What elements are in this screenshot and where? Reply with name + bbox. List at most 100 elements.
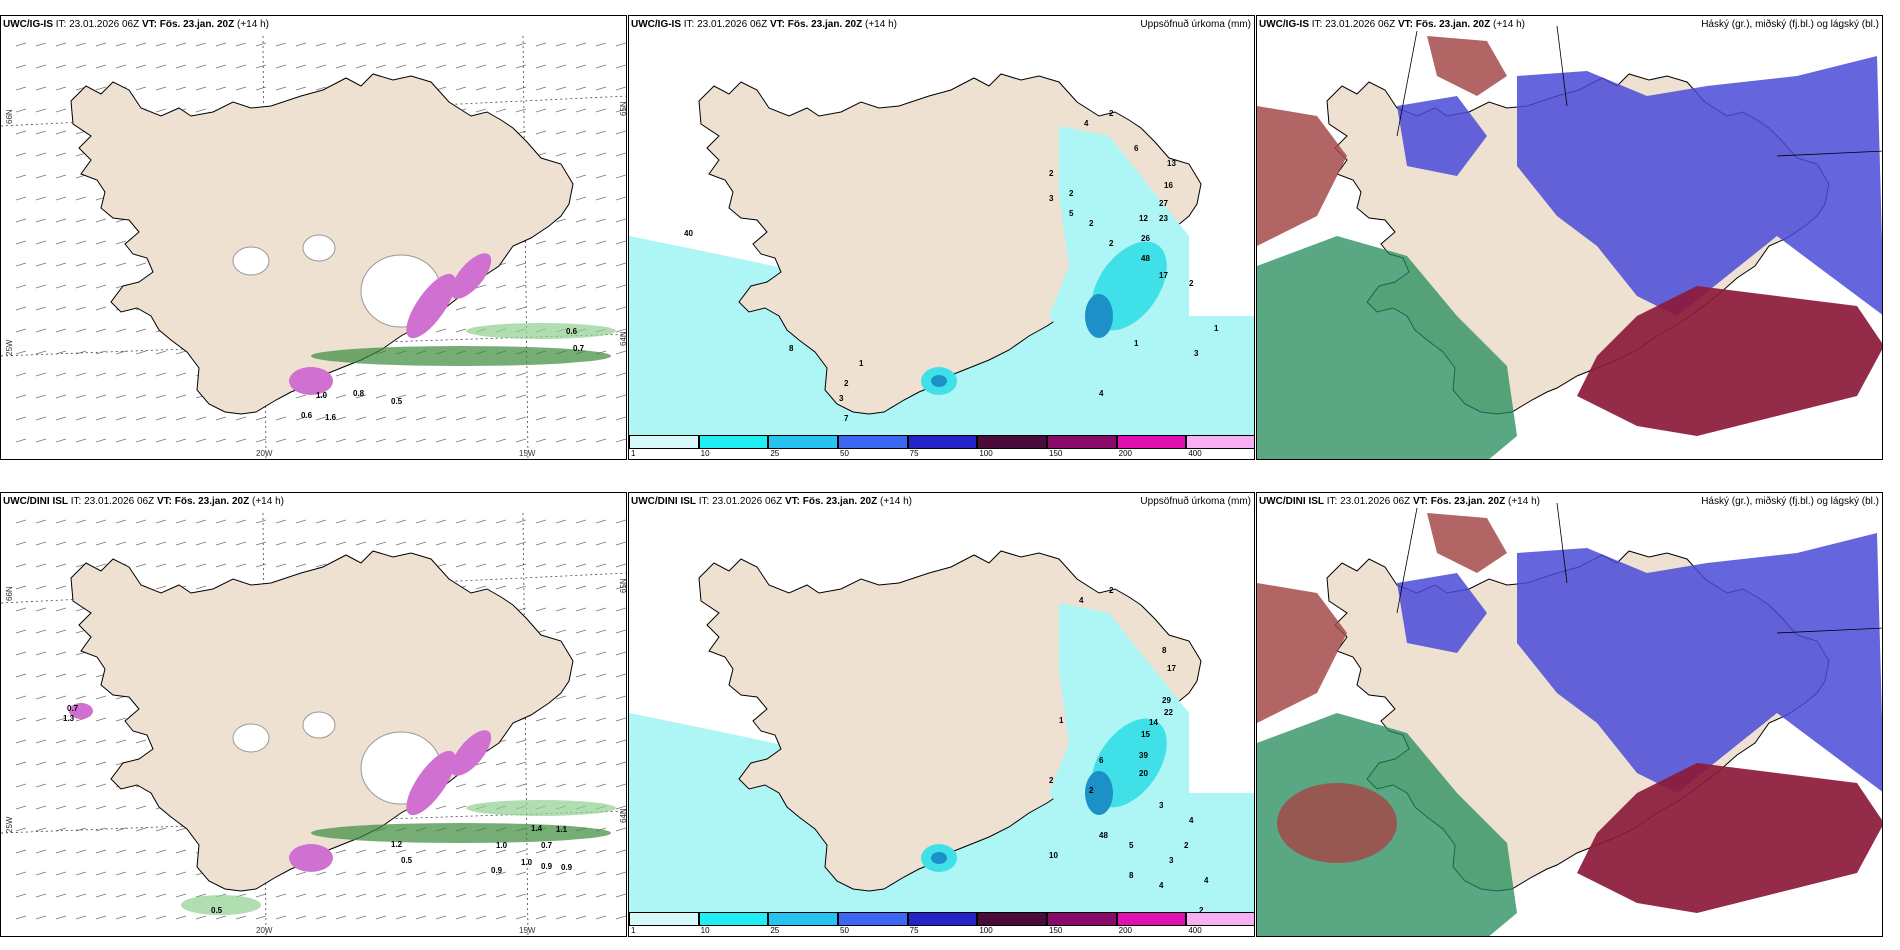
grid-line bbox=[1396, 507, 1418, 614]
precip-value-label: 8 bbox=[1162, 646, 1167, 655]
wind-barb bbox=[535, 306, 547, 311]
wind-barb bbox=[215, 541, 227, 546]
lat-label-65n-right: 65N bbox=[619, 578, 627, 593]
wind-barb bbox=[615, 240, 626, 245]
panel-precip-row1: UWC/IG-IS IT: 23.01.2026 06Z VT: Fös. 23… bbox=[628, 15, 1255, 460]
wind-barb bbox=[155, 827, 167, 832]
wind-barb bbox=[615, 218, 626, 223]
wind-barb bbox=[75, 284, 87, 289]
high-cloud bbox=[1257, 236, 1517, 459]
wind-barb bbox=[315, 893, 327, 898]
rain-amount-label: 1.2 bbox=[391, 840, 403, 849]
colorbar-tick: 75 bbox=[909, 449, 919, 458]
wind-barb bbox=[295, 893, 307, 898]
precip-value-label: 4 bbox=[1204, 876, 1209, 885]
wind-barb bbox=[455, 563, 467, 568]
wind-barb bbox=[15, 827, 27, 832]
wind-barb bbox=[615, 629, 626, 634]
wind-barb bbox=[495, 563, 507, 568]
wind-barb bbox=[615, 695, 626, 700]
wind-barb bbox=[495, 306, 507, 311]
precip-value-label: 2 bbox=[1109, 586, 1114, 595]
wind-barb bbox=[595, 372, 607, 377]
wind-barb bbox=[475, 394, 487, 399]
wind-barb bbox=[415, 438, 427, 443]
wind-barb bbox=[615, 328, 626, 333]
wind-barb bbox=[35, 328, 47, 333]
wind-barb bbox=[35, 805, 47, 810]
wind-barb bbox=[135, 805, 147, 810]
wind-barb bbox=[95, 372, 107, 377]
precip-value-label: 17 bbox=[1159, 271, 1168, 280]
precip-value-label: 8 bbox=[1129, 871, 1134, 880]
wind-barb bbox=[175, 64, 187, 69]
wind-barb bbox=[75, 849, 87, 854]
wind-barb bbox=[15, 871, 27, 876]
wind-barb bbox=[375, 893, 387, 898]
wind-barb bbox=[15, 695, 27, 700]
wind-barb bbox=[355, 42, 367, 47]
wind-barb bbox=[155, 372, 167, 377]
wind-barb bbox=[615, 783, 626, 788]
wind-barb bbox=[115, 350, 127, 355]
rain-amount-label: 0.9 bbox=[541, 862, 553, 871]
wind-barb bbox=[235, 563, 247, 568]
wind-barb bbox=[35, 174, 47, 179]
wind-barb bbox=[15, 240, 27, 245]
wind-barb bbox=[435, 438, 447, 443]
wind-barb bbox=[15, 438, 27, 443]
wind-barb bbox=[255, 541, 267, 546]
wind-barb bbox=[75, 350, 87, 355]
wind-barb bbox=[15, 130, 27, 135]
colorbar-tick: 75 bbox=[909, 926, 919, 935]
wind-barb bbox=[235, 64, 247, 69]
wind-barb bbox=[35, 438, 47, 443]
wind-barb bbox=[355, 849, 367, 854]
mid-cloud bbox=[1277, 783, 1397, 863]
wind-barb bbox=[155, 849, 167, 854]
wind-barb bbox=[255, 915, 267, 920]
wind-barb bbox=[55, 607, 67, 612]
wind-barb bbox=[115, 42, 127, 47]
precip-value-label: 17 bbox=[1167, 664, 1176, 673]
wind-barb bbox=[55, 64, 67, 69]
wind-barb bbox=[535, 394, 547, 399]
wind-barb bbox=[75, 871, 87, 876]
wind-barb bbox=[575, 541, 587, 546]
wind-barb bbox=[595, 174, 607, 179]
wind-barb bbox=[615, 130, 626, 135]
wind-barb bbox=[555, 761, 567, 766]
wind-barb bbox=[595, 563, 607, 568]
wind-barb bbox=[355, 871, 367, 876]
precip-value-label: 14 bbox=[1149, 718, 1158, 727]
wind-barb bbox=[395, 915, 407, 920]
wind-barb bbox=[195, 416, 207, 421]
wind-barb bbox=[495, 761, 507, 766]
wind-barb bbox=[175, 893, 187, 898]
wind-barb bbox=[175, 871, 187, 876]
wind-barb bbox=[95, 871, 107, 876]
colorbar-tick: 10 bbox=[700, 926, 710, 935]
panel-wind-row1: UWC/IG-IS IT: 23.01.2026 06Z VT: Fös. 23… bbox=[0, 15, 627, 460]
precip-colorbar: 1 10 25 50 75 100 150 200 400 bbox=[629, 910, 1254, 936]
wind-barb bbox=[595, 585, 607, 590]
wind-barb bbox=[195, 42, 207, 47]
glacier bbox=[302, 234, 336, 262]
wind-barb bbox=[335, 372, 347, 377]
colorbar-swatch bbox=[977, 435, 1047, 449]
wind-barb bbox=[135, 438, 147, 443]
wind-barb bbox=[295, 563, 307, 568]
wind-barb bbox=[75, 306, 87, 311]
wind-barb bbox=[255, 42, 267, 47]
wind-barb bbox=[195, 519, 207, 524]
wind-barb bbox=[535, 519, 547, 524]
wind-barb bbox=[35, 306, 47, 311]
wind-barb bbox=[535, 541, 547, 546]
wind-barb bbox=[615, 284, 626, 289]
wind-barb bbox=[175, 86, 187, 91]
wind-barb bbox=[555, 152, 567, 157]
precip-value-label: 39 bbox=[1139, 751, 1148, 760]
rain-band bbox=[311, 346, 611, 366]
rain-band bbox=[311, 823, 611, 843]
wind-barb bbox=[35, 284, 47, 289]
